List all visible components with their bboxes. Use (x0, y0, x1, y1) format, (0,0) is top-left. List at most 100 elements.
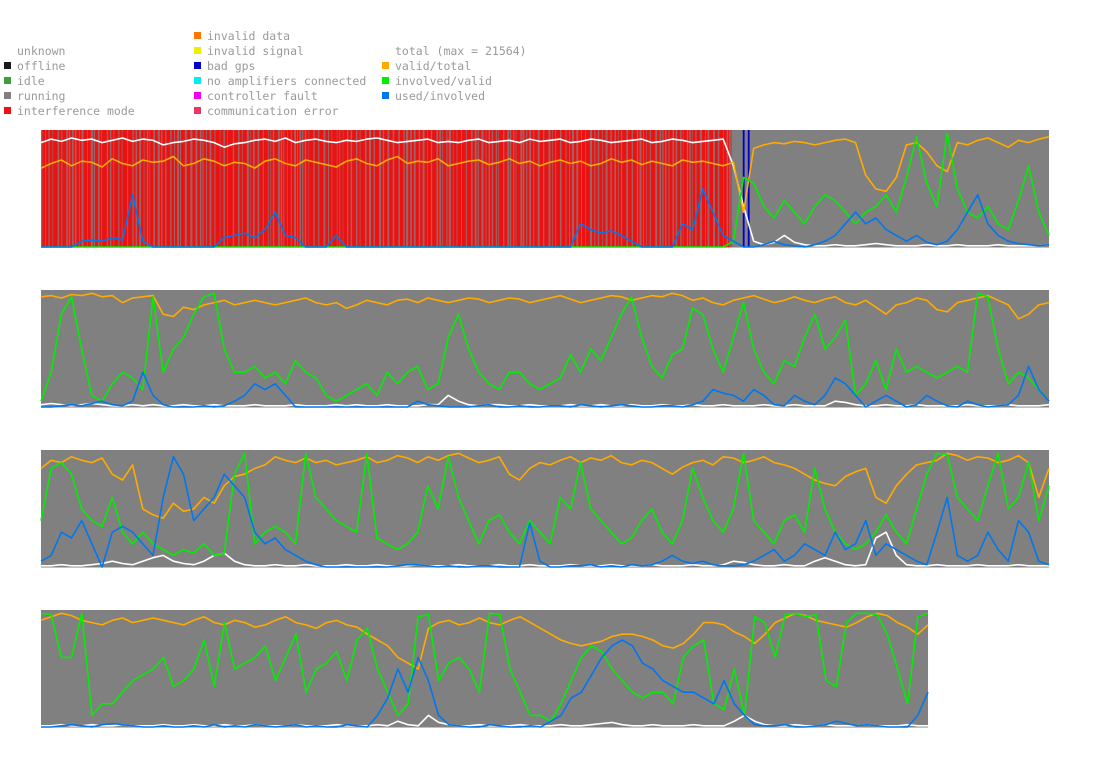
stripe (442, 130, 444, 248)
legend-item-interference-mode: interference mode (4, 104, 135, 119)
stripe (350, 130, 353, 248)
stripe (287, 130, 288, 248)
stripe (646, 130, 647, 248)
stripe (61, 130, 63, 248)
stripe (717, 130, 720, 248)
series-line-total (40, 137, 1050, 247)
stripe (327, 130, 329, 248)
stripe (74, 130, 77, 248)
legend-swatch (4, 107, 11, 114)
legend-swatch (194, 47, 201, 54)
stripe (498, 130, 499, 248)
stripe (382, 130, 385, 248)
stripe (205, 130, 207, 248)
legend-item-bad-gps: bad gps (194, 59, 255, 74)
stripe (364, 130, 367, 248)
stripe (529, 130, 532, 248)
stripe (471, 130, 473, 248)
stripe (560, 130, 562, 248)
stripe (597, 130, 600, 248)
legend-label: total (max = 21564) (395, 44, 527, 58)
stripe (290, 130, 292, 248)
legend-label: involved/valid (395, 74, 492, 88)
stripe (571, 130, 575, 248)
stripe (503, 130, 505, 248)
panel-2 (40, 290, 1050, 409)
bad-gps-marker (747, 130, 750, 248)
stripe (655, 130, 658, 248)
stripe (452, 130, 454, 248)
stripe (387, 130, 390, 248)
legend-item-total-max-21564-: total (max = 21564) (382, 44, 527, 59)
stripe (308, 130, 310, 248)
legend-swatch (194, 62, 201, 69)
stripe (66, 130, 68, 248)
stripe (139, 130, 142, 248)
stripe (509, 130, 512, 248)
stripe (184, 130, 187, 248)
stripe (522, 130, 525, 248)
stripe (294, 130, 297, 248)
stripe (359, 130, 361, 248)
stripe (614, 130, 617, 248)
series-line-used-involved (41, 639, 929, 728)
status-segment-running (731, 130, 1049, 248)
stripe (48, 130, 50, 248)
stripe (548, 130, 551, 248)
legend-item-running: running (4, 89, 66, 104)
stripe (392, 130, 395, 248)
stripe (513, 130, 515, 248)
stripe (347, 130, 349, 248)
stripe (465, 130, 467, 248)
stripe (686, 130, 689, 248)
stripe (313, 130, 315, 248)
stripe (237, 130, 240, 248)
stripe (170, 130, 172, 248)
stripe (373, 130, 375, 248)
stripe (410, 130, 412, 248)
stripe (41, 130, 43, 248)
stripe (121, 130, 123, 248)
stripe (456, 130, 458, 248)
stripe (323, 130, 326, 248)
legend-label: invalid data (207, 29, 291, 43)
stripe (106, 130, 109, 248)
stripe (270, 130, 272, 248)
series-line-involved-valid (40, 452, 1050, 557)
legend-label: running (17, 89, 66, 103)
stripe (109, 130, 112, 248)
legend-item-invalid-data: invalid data (194, 29, 291, 44)
stripe (277, 130, 280, 248)
status-segment-running (41, 450, 1049, 568)
stripe (460, 130, 462, 248)
stripe (219, 130, 221, 248)
stripe (636, 130, 639, 248)
stripe (246, 130, 249, 248)
stripe (223, 130, 225, 248)
stripe (662, 130, 664, 248)
stripe (304, 130, 307, 248)
status-segment-interference (41, 130, 732, 248)
stripe (118, 130, 120, 248)
stripe (127, 130, 129, 248)
stripe (418, 130, 421, 248)
legend-item-involved-valid: involved/valid (382, 74, 492, 89)
stripe (643, 130, 645, 248)
series-line-involved-valid (40, 612, 929, 723)
legend-label: communication error (207, 104, 339, 118)
stripe (729, 130, 731, 248)
series-line-valid-total (40, 292, 1050, 320)
stripe (331, 130, 333, 248)
status-segment-running (41, 290, 1049, 408)
stripe (665, 130, 667, 248)
stripe (302, 130, 304, 248)
legend-label: unknown (17, 44, 66, 58)
stripe (342, 130, 344, 248)
legend-item-offline: offline (4, 59, 65, 74)
stripe (485, 130, 487, 248)
panel-1 (40, 130, 1050, 249)
stripe (179, 130, 182, 248)
legend-label: used/involved (395, 89, 486, 103)
series-line-valid-total (40, 612, 929, 670)
stripe (618, 130, 619, 248)
